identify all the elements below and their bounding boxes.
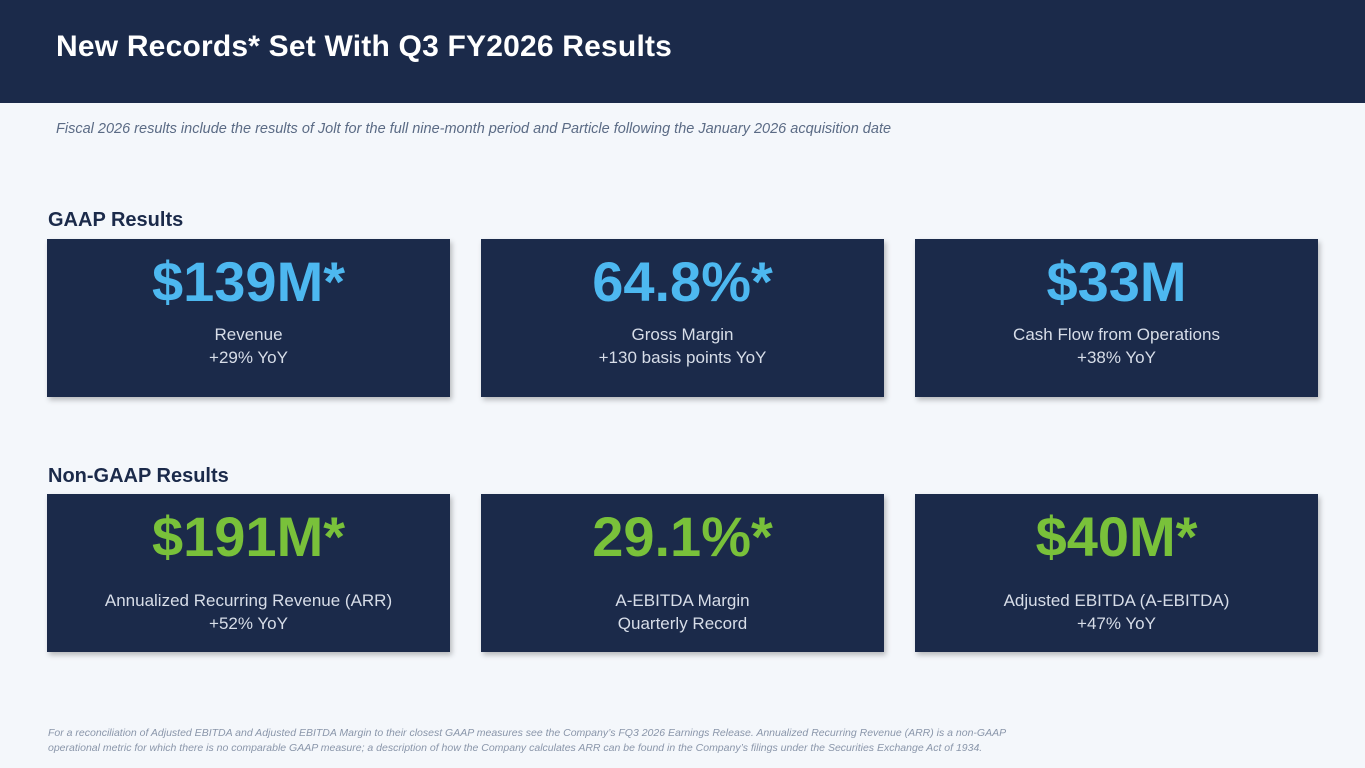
footnote-line-1: For a reconciliation of Adjusted EBITDA … bbox=[48, 727, 1007, 739]
slide-subtitle: Fiscal 2026 results include the results … bbox=[56, 121, 892, 137]
a-ebitda-margin-label: A-EBITDA Margin bbox=[615, 591, 750, 610]
arr-change: +52% YoY bbox=[209, 614, 288, 633]
gross-margin-card: 64.8%* Gross Margin +130 basis points Yo… bbox=[481, 239, 884, 397]
arr-value: $191M* bbox=[151, 505, 346, 568]
revenue-value: $139M* bbox=[151, 250, 346, 313]
cash-flow-label: Cash Flow from Operations bbox=[1013, 325, 1220, 344]
a-ebitda-margin-card: 29.1%* A-EBITDA Margin Quarterly Record bbox=[481, 494, 884, 652]
arr-label: Annualized Recurring Revenue (ARR) bbox=[104, 591, 393, 610]
a-ebitda-margin-change: Quarterly Record bbox=[617, 614, 748, 633]
adjusted-ebitda-value: $40M* bbox=[1035, 505, 1198, 568]
adjusted-ebitda-card: $40M* Adjusted EBITDA (A-EBITDA) +47% Yo… bbox=[915, 494, 1318, 652]
footnote-line-2: operational metric for which there is no… bbox=[48, 742, 983, 754]
gross-margin-change: +130 basis points YoY bbox=[598, 348, 767, 367]
adjusted-ebitda-change: +47% YoY bbox=[1077, 614, 1156, 633]
gross-margin-value: 64.8%* bbox=[592, 250, 773, 313]
revenue-label: Revenue bbox=[214, 325, 283, 344]
title-banner: New Records* Set With Q3 FY2026 Results bbox=[0, 0, 1365, 103]
gaap-results-heading: GAAP Results bbox=[48, 209, 184, 231]
footnote: For a reconciliation of Adjusted EBITDA … bbox=[48, 726, 1168, 756]
arr-card: $191M* Annualized Recurring Revenue (ARR… bbox=[47, 494, 450, 652]
a-ebitda-margin-value: 29.1%* bbox=[592, 505, 773, 568]
gross-margin-label: Gross Margin bbox=[631, 325, 734, 344]
non-gaap-results-heading: Non-GAAP Results bbox=[48, 465, 229, 487]
revenue-card: $139M* Revenue +29% YoY bbox=[47, 239, 450, 397]
cash-flow-value: $33M bbox=[1046, 250, 1187, 313]
revenue-change: +29% YoY bbox=[209, 348, 288, 367]
adjusted-ebitda-label: Adjusted EBITDA (A-EBITDA) bbox=[1003, 591, 1230, 610]
cash-flow-card: $33M Cash Flow from Operations +38% YoY bbox=[915, 239, 1318, 397]
slide-title: New Records* Set With Q3 FY2026 Results bbox=[56, 30, 673, 63]
cash-flow-change: +38% YoY bbox=[1077, 348, 1156, 367]
